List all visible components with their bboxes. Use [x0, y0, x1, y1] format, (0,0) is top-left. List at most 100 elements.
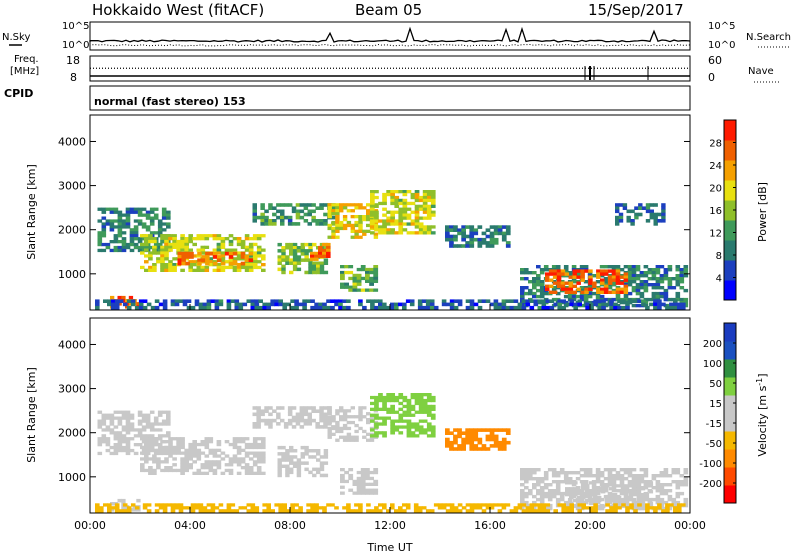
heatmap-cell — [620, 490, 626, 494]
heatmap-cell — [596, 275, 601, 279]
heatmap-cell — [457, 447, 462, 451]
heatmap-cell — [643, 300, 649, 305]
heatmap-cell — [414, 219, 420, 223]
heatmap-cell — [256, 454, 262, 458]
heatmap-cell — [601, 302, 606, 307]
heatmap-cell — [145, 216, 151, 220]
heatmap-cell — [216, 448, 222, 452]
heatmap-cell — [109, 413, 115, 417]
heatmap-cell — [282, 509, 287, 513]
heatmap-cell — [218, 302, 224, 307]
heatmap-cell — [103, 299, 108, 303]
heatmap-cell — [289, 455, 294, 459]
heatmap-cell — [493, 237, 499, 242]
heatmap-cell — [382, 222, 387, 226]
heatmap-cell — [394, 190, 400, 194]
heatmap-cell — [252, 234, 258, 238]
heatmap-cell — [319, 206, 324, 210]
heatmap-cell — [339, 203, 344, 207]
heatmap-cell — [137, 222, 143, 226]
heatmap-cell — [290, 503, 295, 507]
heatmap-cell — [576, 495, 582, 500]
heatmap-cell — [281, 464, 286, 468]
heatmap-cell — [342, 215, 348, 219]
heatmap-cell — [465, 225, 470, 229]
heatmap-cell — [346, 435, 352, 439]
heatmap-cell — [639, 468, 645, 472]
heatmap-cell — [315, 409, 320, 413]
heatmap-cell — [133, 225, 139, 229]
heatmap-cell — [204, 466, 210, 470]
heatmap-cell — [323, 261, 329, 265]
heatmap-cell — [145, 245, 151, 250]
heatmap-cell — [618, 215, 624, 220]
heatmap-cell — [339, 206, 344, 210]
heatmap-cell — [445, 234, 450, 239]
heatmap-cell — [560, 287, 566, 291]
heatmap-cell — [469, 444, 475, 448]
heatmap-cell — [563, 477, 569, 481]
heatmap-cell — [152, 248, 157, 252]
heatmap-cell — [651, 474, 657, 478]
heatmap-cell — [414, 425, 420, 429]
heatmap-cell — [604, 498, 610, 503]
heatmap-cell — [168, 245, 173, 249]
colorbar-tick-label: 15 — [709, 399, 722, 410]
heatmap-cell — [311, 418, 316, 423]
heatmap-cell — [501, 440, 507, 445]
heatmap-cell — [180, 460, 185, 464]
heatmap-cell — [192, 442, 197, 447]
heatmap-cell — [556, 281, 562, 285]
heatmap-cell — [160, 440, 165, 444]
heatmap-cell — [228, 471, 234, 475]
heatmap-cell — [607, 474, 613, 478]
heatmap-cell — [555, 265, 561, 269]
heatmap-cell — [117, 410, 123, 414]
heatmap-cell — [228, 265, 234, 270]
heatmap-cell — [196, 234, 202, 238]
heatmap-cell — [485, 503, 491, 507]
heatmap-cell — [164, 248, 169, 252]
heatmap-cell — [226, 503, 232, 507]
heatmap-cell — [529, 503, 535, 507]
heatmap-cell — [105, 207, 111, 211]
heatmap-cell — [228, 460, 234, 464]
heatmap-cell — [220, 265, 226, 270]
heatmap-cell — [262, 302, 267, 307]
heatmap-cell — [319, 473, 325, 478]
heatmap-cell — [256, 245, 262, 249]
heatmap-cell — [352, 482, 358, 486]
heatmap-cell — [485, 428, 491, 432]
heatmap-cell — [643, 468, 649, 472]
heatmap-cell — [521, 305, 527, 310]
colorbar-step — [724, 467, 736, 486]
heatmap-cell — [299, 406, 305, 410]
heatmap-cell — [326, 503, 331, 507]
heatmap-cell — [323, 219, 328, 223]
heatmap-cell — [140, 466, 145, 470]
heatmap-cell — [166, 422, 171, 426]
heatmap-cell — [160, 260, 165, 264]
heatmap-cell — [156, 460, 161, 464]
heatmap-cell — [316, 261, 321, 265]
heatmap-cell — [248, 268, 254, 272]
heatmap-cell — [346, 203, 352, 207]
heatmap-cell — [158, 503, 164, 507]
heatmap-cell — [489, 428, 495, 432]
heatmap-cell — [627, 471, 633, 475]
heatmap-cell — [528, 471, 533, 475]
heatmap-cell — [520, 468, 525, 472]
heatmap-cell — [272, 222, 277, 226]
heatmap-cell — [299, 415, 305, 420]
heatmap-cell — [366, 432, 371, 436]
heatmap-cell — [493, 302, 499, 307]
heatmap-cell — [465, 440, 470, 445]
heatmap-cell — [362, 232, 367, 236]
heatmap-cell — [603, 277, 609, 281]
heatmap-cell — [140, 265, 145, 270]
heatmap-cell — [669, 302, 674, 307]
heatmap-cell — [382, 192, 387, 197]
heatmap-cell — [635, 288, 641, 293]
heatmap-cell — [643, 288, 649, 293]
heatmap-cell — [300, 246, 305, 250]
